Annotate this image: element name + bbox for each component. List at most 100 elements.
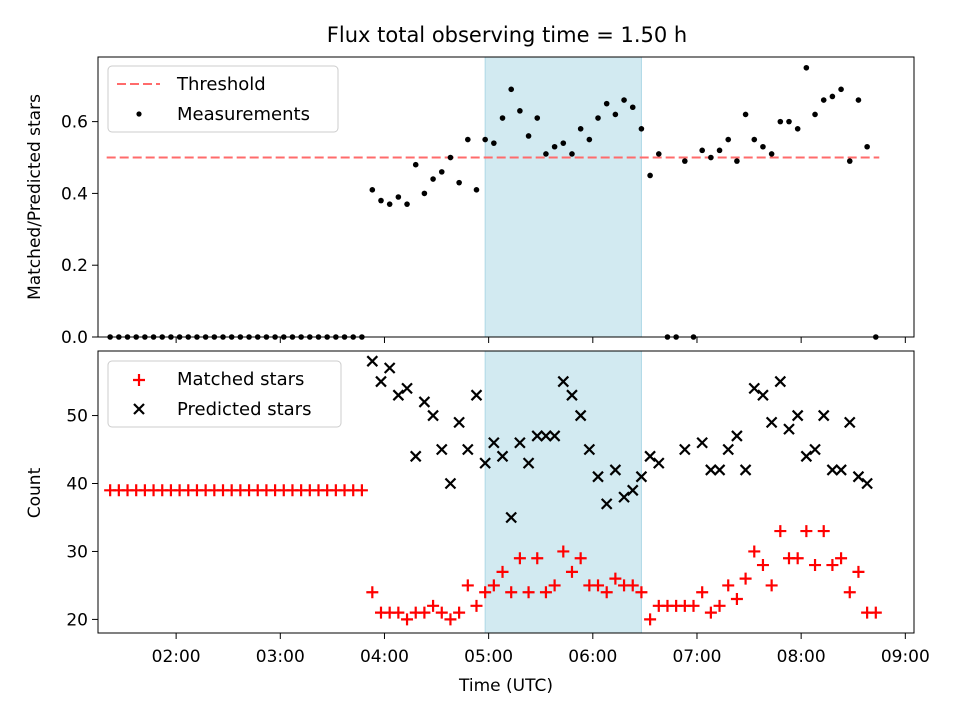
y-tick-label: 0.2 (61, 256, 88, 276)
predicted-star-point (809, 443, 821, 456)
measurement-point (855, 97, 862, 103)
measurement-point (716, 147, 723, 154)
matched-star-point (401, 613, 414, 626)
matched-star-point (479, 586, 492, 599)
predicted-star-point (774, 375, 787, 388)
matched-star-point (487, 579, 500, 592)
y-tick-label: 50 (66, 407, 88, 427)
x-tick-label: 02:00 (152, 647, 201, 667)
predicted-star-point (826, 464, 839, 476)
matched-star-point (355, 484, 368, 497)
measurement-point (369, 187, 376, 193)
measurement-point (621, 97, 627, 103)
matched-star-point (539, 586, 552, 599)
predicted-star-point (705, 464, 717, 476)
matched-star-point (774, 525, 787, 538)
matched-star-point (713, 599, 726, 612)
measurement-point (560, 140, 567, 146)
predicted-star-point (531, 430, 544, 442)
matched-star-point (366, 586, 379, 599)
predicted-star-point (427, 409, 439, 422)
predicted-star-point (366, 355, 379, 367)
measurement-point (786, 118, 792, 125)
predicted-star-point (765, 416, 778, 429)
matched-star-point (522, 586, 535, 599)
count-legend-box (107, 360, 342, 428)
measurement-point (421, 190, 428, 197)
measurement-point (760, 143, 766, 150)
x-tick-label: 06:00 (568, 647, 617, 667)
ratio-axes-frame (97, 56, 915, 338)
predicted-star-point (861, 477, 873, 490)
measurement-point (699, 147, 705, 154)
measurement-point (612, 111, 619, 118)
measurement-point (412, 161, 419, 168)
measurement-point (386, 201, 393, 207)
predicted-star-point (496, 450, 509, 463)
count-panel: 20 30 40 50 02:00 03:00 04:00 05:00 06:00 07:00 08… (25, 350, 930, 696)
measurement-point (447, 154, 454, 161)
predicted-star-point (696, 436, 708, 449)
matched-star-point (496, 565, 509, 578)
measurement-point (708, 154, 714, 161)
x-tick-label: 05:00 (464, 647, 513, 667)
matched-star-point (852, 565, 865, 578)
measurement-point (768, 151, 775, 157)
matched-star-point (687, 599, 700, 612)
predicted-star-point (409, 450, 422, 463)
matched-star-point (791, 552, 804, 565)
predicted-star-point (444, 477, 457, 490)
predicted-star-point (505, 511, 517, 524)
predicted-star-point (644, 450, 656, 463)
measurement-point (734, 158, 740, 164)
predicted-star-point (453, 416, 465, 429)
measurement-point (777, 118, 784, 125)
count-y-axis-label: Count (25, 467, 45, 518)
matched-legend-swatch (133, 374, 145, 386)
matched-star-point (600, 586, 613, 599)
y-tick-label: 20 (66, 610, 88, 630)
measurement-point (508, 86, 515, 93)
measurement-point (725, 136, 732, 143)
predicted-star-point (835, 464, 847, 476)
measurement-point (517, 108, 523, 114)
matched-star-point (826, 559, 839, 572)
measurement-point (491, 140, 497, 146)
measurement-point (655, 151, 662, 157)
measurement-point (638, 125, 645, 132)
predicted-star-point (739, 464, 752, 476)
predicted-star-point (722, 443, 735, 456)
matched-star-point (800, 525, 813, 538)
matched-star-point (435, 606, 448, 619)
matched-star-point (565, 565, 578, 578)
measurement-point (577, 125, 584, 132)
matched-star-point (531, 552, 544, 565)
matched-star-point (505, 586, 518, 599)
measurements-legend-label: Measurements (177, 104, 310, 125)
matched-star-point (557, 545, 570, 558)
measurement-point (430, 176, 436, 182)
measurement-point (864, 143, 870, 150)
matched-star-point (626, 579, 639, 592)
matched-star-point (418, 606, 431, 619)
predicted-star-point (540, 430, 552, 442)
predicted-star-point (418, 396, 431, 408)
predicted-legend-swatch (133, 403, 145, 415)
measurement-point (846, 158, 853, 164)
measurement-point (473, 187, 480, 193)
matched-star-point (609, 572, 622, 585)
measurement-point (378, 197, 384, 204)
measurement-point (534, 115, 541, 121)
predicted-star-point (626, 484, 639, 497)
matched-star-point (444, 613, 457, 626)
matched-star-point (869, 606, 882, 619)
x-tick-label: 07:00 (672, 647, 721, 667)
y-tick-label: 0.6 (61, 113, 88, 133)
observing-window-span (484, 350, 642, 634)
predicted-star-point (791, 409, 804, 422)
y-tick-label: 40 (66, 475, 88, 495)
measurement-point (812, 111, 818, 118)
measurement-point (569, 151, 575, 157)
measurement-point (438, 169, 445, 175)
